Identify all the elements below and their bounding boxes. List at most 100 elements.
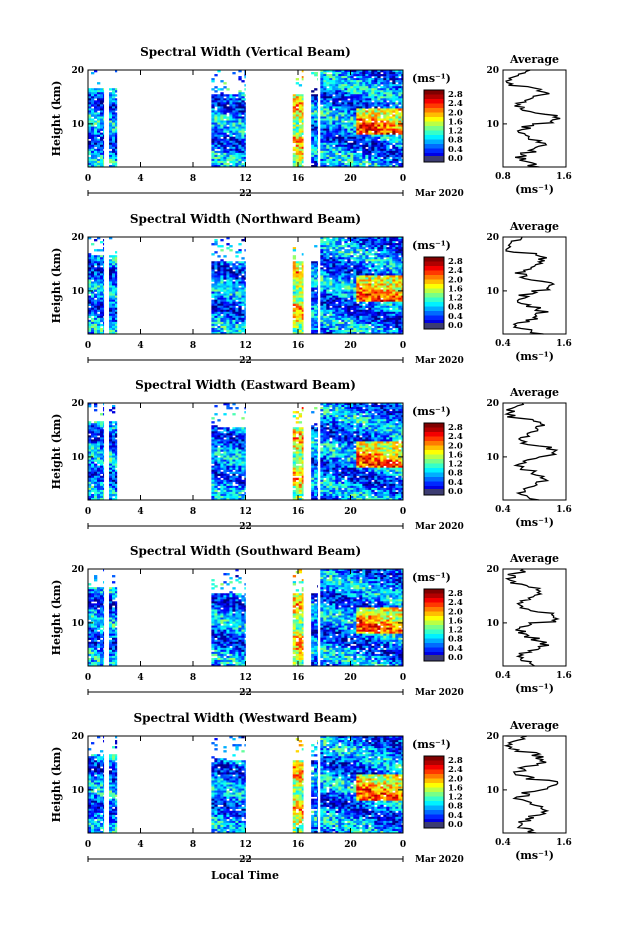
heatmap-cell [362, 127, 365, 129]
heatmap-cell [359, 163, 362, 165]
heatmap-cell [299, 322, 302, 324]
heatmap-cell [335, 314, 338, 316]
heatmap-cell [344, 330, 347, 332]
heatmap-cell [335, 123, 338, 125]
heatmap-cell [362, 135, 365, 137]
heatmap-cell [115, 125, 117, 127]
heatmap-cell [347, 294, 350, 296]
heatmap-cell [359, 153, 362, 155]
heatmap-cell [350, 131, 353, 133]
heatmap-cell [320, 143, 323, 145]
heatmap-cell [311, 292, 314, 294]
heatmap-cell [362, 302, 365, 304]
heatmap-cell [320, 290, 323, 292]
heatmap-cell [112, 304, 115, 306]
heatmap-cell [368, 241, 371, 243]
heatmap-cell [395, 141, 398, 143]
heatmap-cell [229, 328, 232, 330]
heatmap-cell [91, 478, 94, 480]
heatmap-cell [377, 74, 380, 76]
heatmap-cell [377, 326, 380, 328]
heatmap-cell [329, 257, 332, 259]
heatmap-cell [362, 308, 365, 310]
heatmap-cell [220, 155, 223, 157]
heatmap-cell [100, 116, 103, 118]
heatmap-cell [94, 318, 97, 320]
heatmap-cell [368, 253, 371, 255]
heatmap-cell [395, 92, 398, 94]
heatmap-cell [362, 94, 365, 96]
heatmap-cell [296, 283, 299, 285]
heatmap-cell [94, 129, 97, 131]
heatmap-cell [112, 149, 115, 151]
heatmap-cell [365, 98, 368, 100]
heatmap-cell [353, 267, 356, 269]
heatmap-cell [97, 316, 100, 318]
heatmap-cell [392, 296, 395, 298]
heatmap-cell [94, 137, 97, 139]
heatmap-cell [323, 110, 326, 112]
heatmap-cell [380, 135, 383, 137]
heatmap-cell [293, 159, 296, 161]
heatmap-cell [338, 275, 341, 277]
heatmap-cell [332, 259, 335, 261]
heatmap-cell [311, 263, 314, 265]
heatmap-cell [293, 302, 296, 304]
date-label: Mar 2020 [415, 189, 464, 199]
heatmap-cell [232, 139, 235, 141]
heatmap-cell [302, 155, 304, 157]
y-tick-label: 10 [71, 287, 84, 297]
heatmap-cell [115, 265, 117, 267]
heatmap-cell [395, 259, 398, 261]
heatmap-cell [317, 127, 318, 129]
heatmap-cell [347, 310, 350, 312]
heatmap-cell [326, 116, 329, 118]
heatmap-cell [244, 249, 245, 251]
heatmap-cell [341, 157, 344, 159]
heatmap-cell [332, 143, 335, 145]
heatmap-cell [338, 300, 341, 302]
heatmap-cell [235, 330, 238, 332]
heatmap-cell [235, 290, 238, 292]
heatmap-cell [226, 298, 229, 300]
heatmap-cell [356, 239, 359, 241]
heatmap-cell [115, 108, 117, 110]
heatmap-cell [232, 157, 235, 159]
heatmap-cell [302, 300, 304, 302]
heatmap-cell [94, 488, 97, 490]
heatmap-cell [296, 131, 299, 133]
heatmap-cell [226, 88, 229, 90]
heatmap-cell [100, 490, 103, 492]
heatmap-cell [296, 286, 299, 288]
heatmap-cell [241, 330, 244, 332]
heatmap-cell [395, 308, 398, 310]
heatmap-cell [374, 281, 377, 283]
heatmap-cell [323, 249, 326, 251]
heatmap-cell [235, 279, 238, 281]
heatmap-cell [347, 114, 350, 116]
heatmap-cell [329, 271, 332, 273]
heatmap-cell [296, 314, 299, 316]
heatmap-cell [235, 316, 238, 318]
heatmap-cell [365, 78, 368, 80]
heatmap-cell [94, 494, 97, 496]
heatmap-cell [211, 267, 214, 269]
heatmap-cell [220, 112, 223, 114]
heatmap-cell [91, 149, 94, 151]
heatmap-cell [365, 269, 368, 271]
heatmap-cell [103, 135, 104, 137]
heatmap-cell [97, 112, 100, 114]
heatmap-cell [320, 114, 323, 116]
heatmap-cell [338, 106, 341, 108]
heatmap-cell [299, 149, 302, 151]
heatmap-cell [341, 155, 344, 157]
heatmap-cell [317, 314, 318, 316]
heatmap-cell [335, 155, 338, 157]
heatmap-cell [302, 147, 304, 149]
heatmap-cell [103, 296, 104, 298]
heatmap-cell [112, 123, 115, 125]
heatmap-cell [97, 133, 100, 135]
heatmap-cell [380, 141, 383, 143]
heatmap-cell [103, 123, 104, 125]
heatmap-cell [103, 277, 104, 279]
